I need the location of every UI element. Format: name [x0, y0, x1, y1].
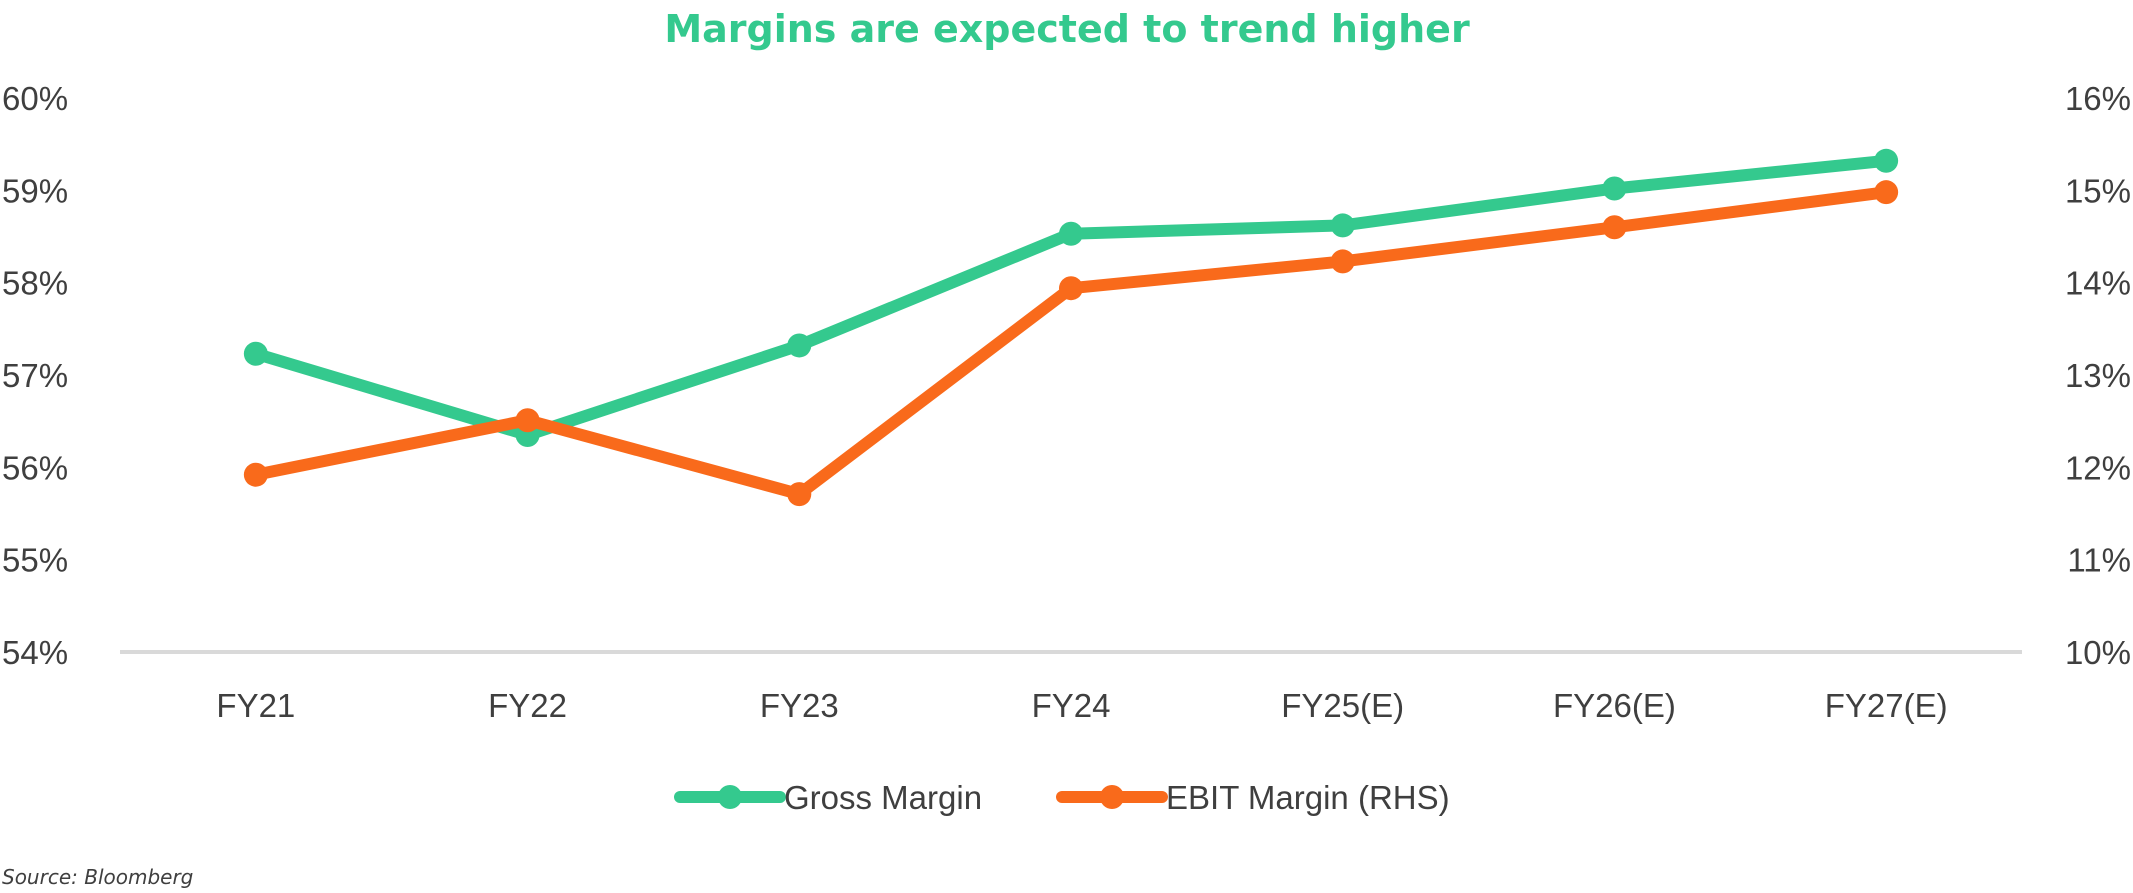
series-2-point	[515, 408, 540, 433]
left-tick-label: 55%	[2, 542, 68, 579]
legend-label-2: EBIT Margin (RHS)	[1166, 779, 1450, 816]
series-1-point	[1874, 148, 1899, 173]
chart-title: Margins are expected to trend higher	[664, 7, 1470, 51]
right-axis-ticks: 10% 11% 12% 13% 14% 15% 16%	[2065, 80, 2131, 671]
left-tick-label: 56%	[2, 449, 68, 486]
series-1-point	[1330, 213, 1355, 238]
left-tick-label: 57%	[2, 357, 68, 394]
legend: Gross Margin EBIT Margin (RHS)	[674, 779, 1450, 816]
right-tick-label: 15%	[2065, 172, 2131, 209]
right-tick-label: 10%	[2065, 634, 2131, 671]
series-2-point	[787, 482, 812, 507]
series-2-point	[1330, 249, 1355, 274]
series-1-point	[787, 333, 812, 358]
legend-label-1: Gross Margin	[784, 779, 982, 816]
right-tick-label: 13%	[2065, 357, 2131, 394]
series-2-point	[243, 462, 268, 487]
x-tick-label: FY25(E)	[1281, 687, 1404, 724]
right-tick-label: 11%	[2067, 542, 2131, 579]
right-tick-label: 12%	[2065, 449, 2131, 486]
x-tick-label: FY26(E)	[1553, 687, 1676, 724]
right-tick-label: 16%	[2065, 80, 2131, 117]
left-axis-ticks: 54% 55% 56% 57% 58% 59% 60%	[2, 80, 68, 671]
x-tick-label: FY22	[488, 687, 567, 724]
left-tick-label: 58%	[2, 265, 68, 302]
series-1-point	[1602, 176, 1627, 201]
series-2-point	[1874, 180, 1899, 205]
series-1-point	[1059, 221, 1083, 246]
series-2-point	[1059, 276, 1083, 301]
left-tick-label: 54%	[2, 634, 68, 671]
series-1-point	[243, 341, 268, 366]
right-tick-label: 14%	[2065, 265, 2131, 302]
legend-marker-2	[1100, 785, 1124, 809]
x-tick-label: FY21	[216, 687, 295, 724]
x-tick-label: FY27(E)	[1825, 687, 1948, 724]
x-axis-ticks: FY21 FY22 FY23 FY24 FY25(E) FY26(E) FY27(E)	[216, 687, 1947, 724]
source-note: Source: Bloomberg	[2, 865, 193, 889]
series-2-point	[1602, 215, 1627, 240]
left-tick-label: 59%	[2, 172, 68, 209]
x-tick-label: FY23	[760, 687, 839, 724]
x-tick-label: FY24	[1032, 687, 1111, 724]
left-tick-label: 60%	[2, 80, 68, 117]
series-layer	[243, 148, 1899, 507]
legend-marker-1	[718, 785, 742, 809]
